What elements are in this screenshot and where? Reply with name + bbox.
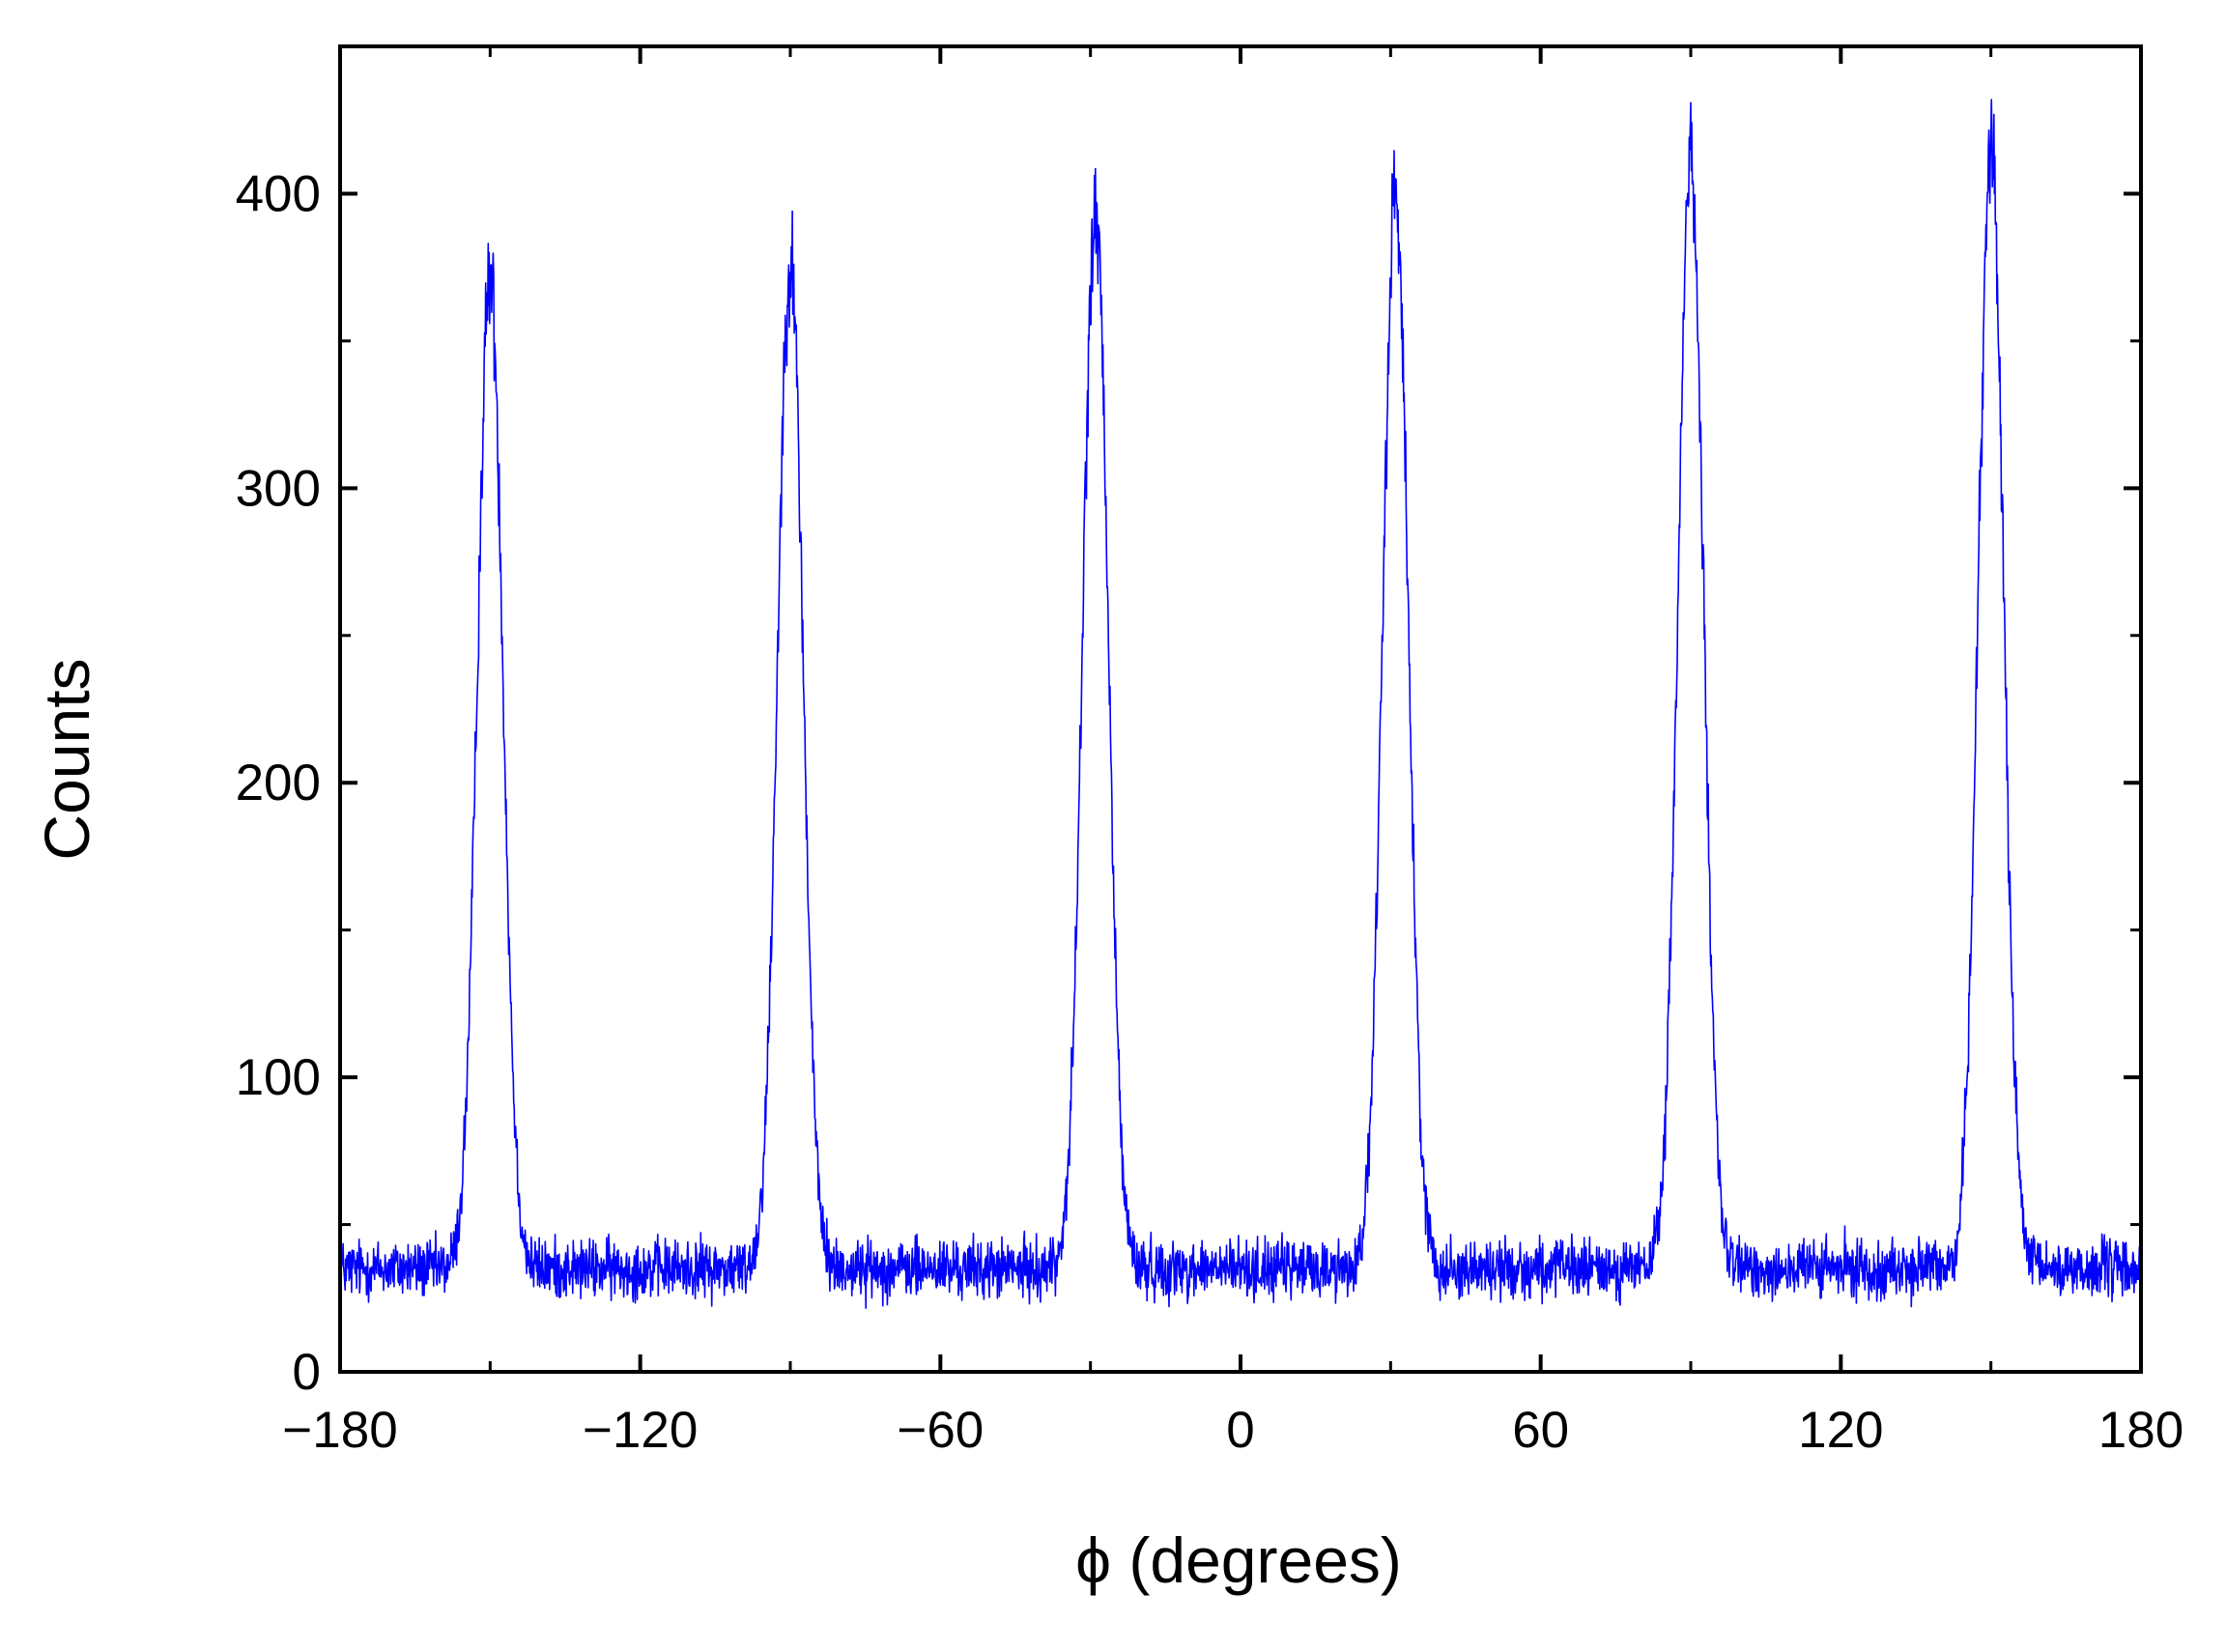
plot-frame [338,44,2143,1374]
y-tick-label: 0 [293,1344,321,1401]
y-tick-label: 100 [236,1049,321,1106]
plot-layer [339,99,2142,1309]
x-tick-label: 180 [2098,1402,2183,1459]
x-tick-label: 120 [1798,1402,1883,1459]
y-axis-title: Counts [31,658,102,860]
x-tick-label: 0 [1226,1402,1254,1459]
x-tick-label: 60 [1512,1402,1569,1459]
y-tick-label: 200 [236,755,321,812]
x-tick-label: −60 [897,1402,984,1459]
x-tick-label: −120 [583,1402,698,1459]
x-axis-title: ϕ (degrees) [1075,1524,1402,1596]
y-tick-label: 300 [236,460,321,517]
y-tick-label: 400 [236,165,321,222]
axes-layer [338,44,2143,1374]
data-series-line [339,99,2142,1309]
labels-layer: −180 −120 −60 0 60 120 180 0 100 200 300 400 [236,165,2184,1459]
x-tick-label: −180 [282,1402,397,1459]
